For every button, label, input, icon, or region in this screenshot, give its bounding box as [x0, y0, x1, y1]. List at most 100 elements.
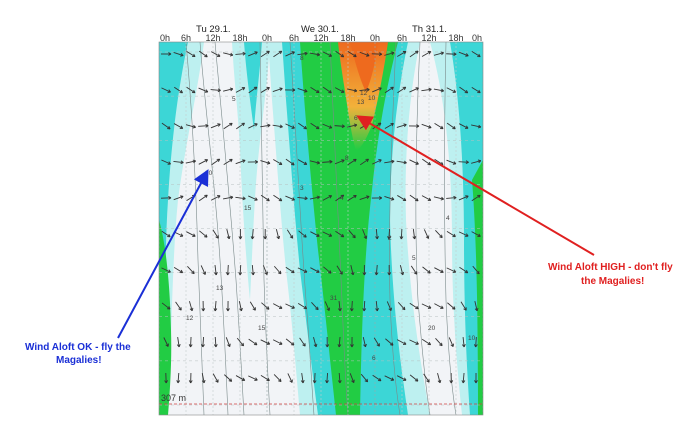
wind-arrow-icon	[446, 159, 457, 165]
wind-arrow-icon	[161, 267, 171, 273]
annotation-high-arrow	[356, 115, 595, 256]
wind-arrow-icon	[396, 123, 407, 128]
wind-arrow-icon	[226, 300, 230, 312]
wind-arrow-icon	[297, 159, 308, 165]
wind-arrow-icon	[210, 123, 221, 129]
wind-arrow-icon	[298, 122, 307, 130]
wind-arrow-icon	[446, 87, 457, 93]
wind-arrow-icon	[310, 87, 320, 94]
wind-arrow-icon	[335, 194, 345, 202]
wind-arrow-icon	[285, 51, 295, 57]
wind-arrow-icon	[433, 196, 444, 201]
wind-arrow-icon	[460, 301, 467, 311]
wind-arrow-icon	[322, 123, 333, 129]
wind-arrow-icon	[409, 50, 419, 58]
wind-arrow-icon	[458, 123, 469, 129]
wind-arrow-icon	[235, 196, 246, 201]
annotation-high-line2: the Magalies!	[581, 276, 644, 287]
wind-arrow-icon	[396, 339, 407, 345]
contour-value-label: 20	[428, 325, 436, 332]
wind-arrow-icon	[362, 229, 368, 239]
wind-arrow-icon	[198, 123, 209, 128]
hour-tick-label: 6h	[397, 33, 407, 43]
wind-arrow-icon	[285, 123, 295, 129]
wind-arrow-icon	[313, 337, 318, 348]
wind-arrow-icon	[263, 228, 268, 240]
wind-arrow-icon	[310, 267, 320, 273]
wind-arrow-icon	[409, 374, 419, 382]
wind-arrow-icon	[285, 195, 295, 201]
wind-arrow-icon	[201, 373, 206, 384]
wind-arrow-icon	[348, 229, 356, 239]
reference-level-label: 307 m	[161, 393, 186, 403]
wind-arrow-icon	[458, 195, 469, 201]
wind-arrow-icon	[175, 301, 182, 311]
wind-arrow-icon	[273, 50, 283, 58]
wind-arrow-icon	[462, 336, 466, 348]
contour-value-label: 4	[340, 195, 344, 202]
contour-value-label: 10	[368, 95, 376, 102]
wind-arrow-icon	[185, 124, 196, 129]
wind-arrow-icon	[161, 159, 171, 165]
wind-arrow-icon	[412, 228, 417, 240]
wind-arrow-icon	[249, 301, 256, 311]
wind-arrow-icon	[461, 372, 466, 384]
wind-arrow-icon	[238, 264, 243, 276]
wind-arrow-icon	[248, 123, 258, 129]
fresh-band-wed	[300, 42, 398, 415]
hour-tick-label: 12h	[421, 33, 436, 43]
wind-arrow-icon	[309, 195, 320, 200]
wind-arrow-icon	[176, 372, 181, 384]
wind-arrow-icon	[173, 195, 184, 201]
wind-arrow-icon	[248, 338, 258, 346]
wind-arrow-icon	[325, 372, 329, 384]
wind-arrow-icon	[446, 52, 457, 57]
wind-arrow-icon	[235, 51, 246, 56]
wind-arrow-icon	[285, 266, 295, 274]
wind-arrow-icon	[471, 50, 481, 58]
wind-arrow-icon	[446, 230, 456, 238]
hour-tick-label: 6h	[181, 33, 191, 43]
wind-arrow-icon	[409, 159, 419, 165]
wind-arrow-icon	[396, 160, 407, 165]
wind-arrow-icon	[349, 373, 355, 384]
wind-arrow-icon	[387, 264, 392, 276]
wind-arrow-icon	[325, 336, 330, 348]
wind-arrow-icon	[384, 51, 395, 56]
wind-arrow-icon	[334, 87, 345, 93]
wind-arrow-icon	[350, 265, 355, 276]
wind-arrow-icon	[260, 194, 270, 202]
moderate-band-tue-mid	[244, 42, 262, 130]
wind-arrow-icon	[284, 88, 296, 92]
wind-arrow-icon	[285, 158, 295, 166]
wind-arrow-icon	[375, 228, 379, 240]
wind-arrow-icon	[224, 374, 233, 382]
contour-value-label: 8	[300, 55, 304, 62]
wind-arrow-icon	[372, 374, 382, 382]
plot-frame	[158, 41, 484, 416]
wind-arrow-icon	[285, 338, 295, 346]
annotation-high-line1: Wind Aloft HIGH - don't fly	[548, 262, 673, 273]
wind-arrow-icon	[173, 266, 184, 274]
wind-arrow-icon	[248, 195, 258, 201]
wind-arrow-icon	[173, 52, 184, 57]
annotation-ok-arrow	[117, 169, 209, 339]
wind-arrow-icon	[359, 51, 370, 57]
wind-arrow-icon	[251, 264, 255, 276]
wind-arrow-icon	[336, 265, 343, 275]
wind-arrow-icon	[187, 266, 195, 275]
very-strong-core-wed	[350, 42, 378, 92]
wind-arrow-icon	[446, 267, 457, 273]
wind-arrow-icon	[471, 231, 481, 237]
wind-arrow-icon	[201, 336, 205, 348]
contour-value-label: 20	[205, 170, 213, 177]
hour-tick-label: 18h	[232, 33, 247, 43]
wind-arrow-icon	[409, 302, 419, 310]
contour-value-label: 6	[354, 115, 358, 122]
wind-arrows	[160, 50, 482, 384]
contour-value-label: 3	[300, 185, 304, 192]
contour-value-label: 31	[330, 295, 338, 302]
wind-arrow-icon	[347, 88, 358, 93]
wind-arrow-icon	[421, 338, 432, 346]
